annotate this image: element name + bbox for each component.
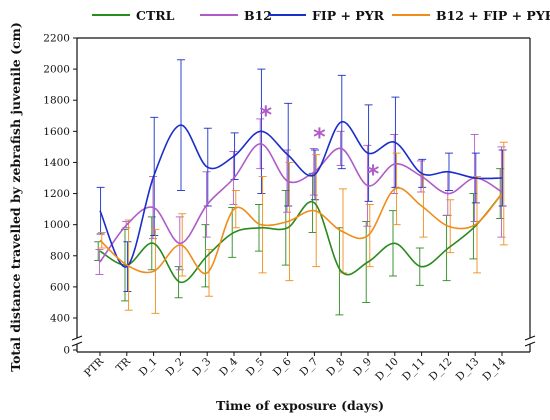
x-axis-ticks: PTR TR D_1 D_2 D_3 D_4 D_5 D_6 D_7 D_8 D_9 D_10 D_11… (82, 352, 508, 383)
significance-marker: * (313, 123, 326, 151)
error-bar-b12-fip-pyr (499, 141, 508, 246)
error-bar-b12-fip-pyr (97, 231, 106, 249)
x-tick-label: D_7 (298, 356, 321, 379)
y-tick-label: 1400 (43, 157, 70, 169)
legend-item-ctrl: CTRL (92, 8, 175, 23)
x-tick-label: D_14 (481, 355, 509, 383)
y-tick-label: 1000 (43, 219, 70, 231)
error-bar-b12-fip-pyr (205, 249, 213, 297)
error-bar-b12 (95, 249, 104, 275)
series-lines (99, 121, 503, 284)
y-tick-label: 400 (50, 313, 70, 325)
y-tick-label: 0 (63, 345, 70, 357)
x-tick-label: D_1 (137, 356, 160, 379)
legend-label: B12 (244, 8, 272, 23)
error-bars (94, 59, 508, 316)
right-break-mark (524, 341, 536, 347)
y-axis-title: Total distance travelled by zebrafish ju… (8, 22, 23, 372)
error-bar-b12-fip-pyr (365, 203, 374, 268)
x-tick-label: D_11 (400, 356, 428, 384)
right-break-mark (524, 335, 536, 341)
x-tick-label: D_13 (454, 356, 482, 384)
annotations: * * * (260, 101, 380, 188)
legend-label: CTRL (136, 8, 175, 23)
series-line-fip-pyr (99, 121, 503, 268)
legend-item-fip-pyr: FIP + PYR (268, 8, 385, 23)
y-tick-label: 1600 (43, 126, 70, 138)
error-bar-b12-fip-pyr (151, 228, 160, 314)
y-tick-label: 1800 (43, 95, 70, 107)
x-tick-label: D_10 (373, 356, 401, 384)
y-tick-label: 2200 (43, 33, 70, 45)
series-line-b12-fip-pyr (99, 187, 503, 275)
y-axis-break-mark (71, 335, 83, 341)
significance-marker: * (367, 160, 380, 188)
legend: CTRL B12 FIP + PYR B12 + FIP + PYR (92, 8, 550, 23)
y-axis-break-mark (71, 341, 83, 347)
error-bar-fip-pyr (498, 149, 507, 207)
x-tick-label: D_4 (217, 355, 240, 378)
x-tick-label: PTR (82, 355, 107, 380)
x-tick-label: D_5 (244, 356, 267, 379)
y-axis-ticks: 0 400 600 800 1000 1200 1400 1600 1800 2000 2200 (43, 33, 77, 357)
series-line-ctrl (99, 193, 503, 284)
error-bar-ctrl (362, 221, 371, 303)
legend-label: B12 + FIP + PYR (436, 8, 550, 23)
x-tick-label: D_6 (271, 355, 294, 378)
y-tick-label: 1200 (43, 188, 70, 200)
y-tick-label: 600 (50, 281, 70, 293)
y-tick-label: 2000 (43, 64, 70, 76)
x-tick-label: D_8 (324, 356, 347, 379)
y-tick-label: 800 (50, 250, 70, 262)
error-bar-ctrl (201, 224, 210, 288)
axes (71, 37, 536, 353)
legend-item-b12: B12 (200, 8, 272, 23)
x-tick-label: D_9 (351, 356, 374, 379)
x-tick-label: TR (114, 355, 134, 375)
x-tick-label: D_2 (164, 356, 187, 379)
legend-label: FIP + PYR (312, 8, 385, 23)
x-axis-title: Time of exposure (days) (216, 398, 384, 413)
legend-item-b12-fip-pyr: B12 + FIP + PYR (392, 8, 550, 23)
x-tick-label: D_12 (427, 356, 455, 384)
series-line-b12 (99, 142, 503, 263)
significance-marker: * (260, 101, 273, 129)
x-tick-label: D_3 (190, 356, 213, 379)
error-bar-b12-fip-pyr (231, 189, 240, 229)
